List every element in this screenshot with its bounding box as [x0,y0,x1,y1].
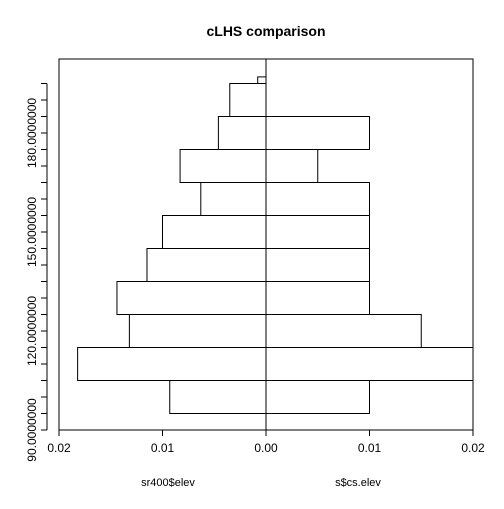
chart-title: cLHS comparison [206,23,325,39]
right-bar-8 [265,116,370,150]
right-bar-6 [265,182,370,216]
left-bar-8 [217,116,267,150]
right-bar-2 [265,314,422,348]
x-tick-label-3: 0.01 [358,441,382,455]
right-series-bars [265,116,474,414]
left-series-label: sr400$elev [141,477,195,489]
left-bar-2 [128,314,267,348]
left-bar-0 [169,380,267,414]
x-tick-label-2: 0.00 [254,441,278,455]
right-series-label: s$cs.elev [335,477,381,489]
left-series-bars [77,76,267,414]
left-bar-7 [179,149,267,183]
x-tick-label-4: 0.02 [461,441,485,455]
left-bar-1 [77,347,267,381]
y-tick-label-3: 180.0000000 [25,98,39,168]
left-bar-6 [200,182,267,216]
x-tick-label-0: 0.02 [47,441,71,455]
right-bar-5 [265,215,370,249]
y-tick-label-1: 120.0000000 [25,296,39,366]
left-bar-3 [116,281,267,315]
right-bar-0 [265,380,370,414]
x-axis: 0.02 0.01 0.00 0.01 0.02 [47,429,485,455]
x-tick-label-1: 0.01 [151,441,175,455]
right-bar-7 [265,149,319,183]
right-bar-3 [265,281,370,315]
left-bar-9 [229,83,267,117]
left-bar-5 [162,215,267,249]
y-tick-label-0: 90.0000000 [25,398,39,462]
left-bar-10 [257,76,267,85]
y-axis: 90.0000000 120.0000000 150.0000000 180.0000… [25,83,48,462]
right-bar-1 [265,347,474,381]
right-bar-4 [265,248,370,282]
left-bar-4 [146,248,267,282]
y-tick-label-2: 150.0000000 [25,197,39,267]
